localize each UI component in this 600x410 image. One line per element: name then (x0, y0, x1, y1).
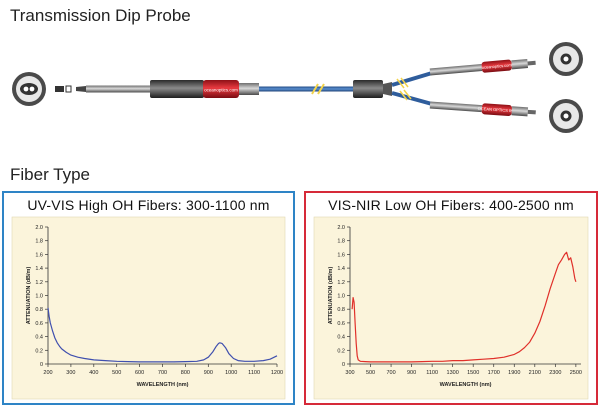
uv-vis-chart-title: UV-VIS High OH Fibers: 300-1100 nm (27, 197, 270, 213)
breakout-body (353, 80, 383, 98)
upper-break-mark (396, 77, 409, 89)
uv-vis-y-tick-label: 0.2 (35, 348, 43, 354)
lower-leg-sleeve (429, 101, 483, 113)
uv-vis-y-tick-label: 1.0 (35, 294, 43, 300)
main-connector (203, 80, 239, 98)
probe-shaft (86, 85, 152, 93)
lower-break-mark (399, 89, 412, 101)
vis-nir-y-axis-label: ATTENUATION (dB/m) (328, 267, 334, 325)
uv-vis-y-axis-label: ATTENUATION (dB/m) (26, 267, 32, 325)
vis-nir-x-tick-label: 1300 (447, 370, 459, 376)
upper-connector (481, 59, 512, 73)
vis-nir-x-tick-label: 1700 (488, 370, 500, 376)
uv-vis-series-line-0 (47, 307, 278, 363)
vis-nir-x-tick-label: 2500 (570, 370, 582, 376)
probe-body (150, 80, 204, 98)
vis-nir-y-tick-label: 0.8 (337, 307, 345, 313)
probe-tip-icon (55, 85, 72, 93)
vis-nir-chart-title: VIS-NIR Low OH Fibers: 400-2500 nm (328, 197, 574, 213)
uv-vis-y-tick-label: 0.8 (35, 307, 43, 313)
vis-nir-x-tick-label: 1500 (467, 370, 479, 376)
vis-nir-series-line-0 (351, 251, 577, 363)
uv-vis-y-tick-label: 0 (40, 362, 43, 368)
upper-leg-sleeve (429, 63, 483, 76)
vis-nir-x-tick-label: 300 (345, 370, 354, 376)
vis-nir-x-tick-label: 2100 (529, 370, 541, 376)
vis-nir-y-tick-label: 0.2 (337, 348, 345, 354)
vis-nir-x-tick-label: 500 (366, 370, 375, 376)
upper-connector-label: oceanoptics.com (482, 62, 513, 70)
upper-end-view-icon (549, 42, 583, 76)
probe-end-view-icon (12, 72, 46, 106)
uv-vis-x-axis-label: WAVELENGTH (nm) (137, 382, 189, 388)
fiber-type-title: Fiber Type (10, 165, 91, 184)
uv-vis-x-tick-label: 600 (135, 370, 144, 376)
vis-nir-x-tick-label: 1100 (426, 370, 438, 376)
uv-vis-x-tick-label: 300 (66, 370, 75, 376)
probe-title: Transmission Dip Probe (10, 6, 191, 25)
breakout-neck (383, 82, 392, 96)
lower-ferrule (511, 106, 529, 117)
cable-break-mark (311, 83, 325, 95)
vis-nir-x-tick-label: 700 (386, 370, 395, 376)
uv-vis-chart-background (11, 216, 286, 400)
vis-nir-y-tick-label: 1.8 (337, 239, 345, 245)
upper-leg-cable (391, 71, 433, 87)
lower-leg-cable (391, 91, 433, 106)
main-connector-label: oceanoptics.com (204, 88, 238, 93)
probe-nose (76, 86, 86, 92)
main-ferrule (239, 83, 259, 95)
uv-vis-y-tick-label: 1.2 (35, 280, 43, 286)
vis-nir-y-tick-label: 0.4 (337, 335, 345, 341)
uv-vis-y-tick-label: 1.8 (35, 239, 43, 245)
uv-vis-y-tick-label: 1.4 (35, 266, 43, 272)
vis-nir-panel: VIS-NIR Low OH Fibers: 400-2500 nm 0 0.2 0… (304, 191, 598, 405)
uv-vis-x-tick-label: 1200 (271, 370, 283, 376)
vis-nir-y-tick-label: 1.4 (337, 266, 345, 272)
uv-vis-y-tick-label: 2.0 (35, 225, 43, 231)
uv-vis-x-tick-label: 1100 (248, 370, 260, 376)
uv-vis-x-tick-label: 1000 (225, 370, 237, 376)
uv-vis-x-tick-label: 800 (181, 370, 190, 376)
vis-nir-chart-background (313, 216, 589, 400)
vis-nir-y-tick-label: 0 (342, 362, 345, 368)
uv-vis-x-tick-label: 500 (112, 370, 121, 376)
upper-tip (527, 60, 536, 66)
vis-nir-y-tick-label: 1.2 (337, 280, 345, 286)
uv-vis-y-tick-label: 0.6 (35, 321, 43, 327)
lower-connector-label: OCEAN OPTICS INC (478, 106, 517, 114)
vis-nir-y-tick-label: 1.6 (337, 252, 345, 258)
uv-vis-y-tick-label: 1.6 (35, 252, 43, 258)
vis-nir-x-tick-label: 1900 (508, 370, 520, 376)
uv-vis-x-tick-label: 400 (89, 370, 98, 376)
uv-vis-x-tick-label: 900 (204, 370, 213, 376)
lower-tip (527, 109, 536, 115)
uv-vis-x-tick-label: 200 (43, 370, 52, 376)
vis-nir-x-tick-label: 2300 (549, 370, 561, 376)
lower-connector (481, 103, 512, 117)
uv-vis-panel: UV-VIS High OH Fibers: 300-1100 nm 0 0.2 0… (2, 191, 295, 405)
vis-nir-chart: 0 0.2 0.4 0.6 0.8 1.0 1.2 1.4 1.6 1.8 2.0 300 500 700… (313, 216, 589, 400)
vis-nir-y-tick-label: 2.0 (337, 225, 345, 231)
vis-nir-y-tick-label: 1.0 (337, 294, 345, 300)
uv-vis-x-tick-label: 700 (158, 370, 167, 376)
probe-diagram: oceanoptics.com oceanoptics.com OCEAN OP… (12, 42, 583, 133)
upper-ferrule (511, 58, 529, 70)
vis-nir-x-tick-label: 900 (407, 370, 416, 376)
trunk-cable (259, 86, 355, 92)
uv-vis-chart: 0 0.2 0.4 0.6 0.8 1.0 1.2 1.4 1.6 1.8 2.0 200 300 400… (11, 216, 286, 400)
lower-end-view-icon (549, 99, 583, 133)
uv-vis-y-tick-label: 0.4 (35, 335, 43, 341)
vis-nir-y-tick-label: 0.6 (337, 321, 345, 327)
vis-nir-x-axis-label: WAVELENGTH (nm) (440, 382, 492, 388)
